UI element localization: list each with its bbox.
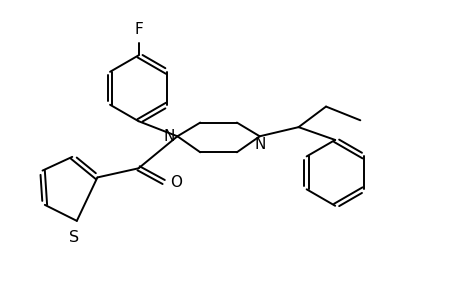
Text: F: F	[134, 22, 143, 37]
Text: S: S	[69, 230, 79, 245]
Text: N: N	[163, 129, 175, 144]
Text: N: N	[253, 137, 265, 152]
Text: O: O	[170, 175, 182, 190]
